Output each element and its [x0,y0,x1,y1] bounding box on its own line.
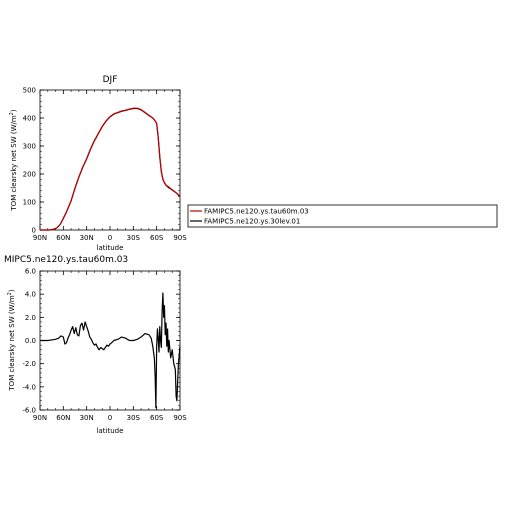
top-y-tick-label: 200 [23,171,36,179]
bottom-x-tick-label: 60S [150,414,164,422]
top-x-tick-label: 30S [127,234,141,242]
bottom-x-tick-label: 90S [173,414,187,422]
bottom-y-tick-label: 0.0 [25,337,36,345]
legend-entry-30lev: FAMIPC5.ne120.ys.30lev.01 [204,218,300,226]
top-x-tick-label: 90S [173,234,187,242]
bottom-y-tick-label: 2.0 [25,314,36,322]
bottom-x-tick-label: 90N [33,414,47,422]
top-chart-title: DJF [103,75,118,85]
top-y-tick-label: 400 [23,115,36,123]
bottom-plot-area: 90N 60N 30N 0 30S 60S 90S -6.0 -4.0 -2.0 0.0 2.0 4.0… [22,268,187,423]
top-y-axis-label: TOM clearsky net SW (W/m2) [9,109,18,211]
bottom-x-tick-label: 30S [127,414,141,422]
legend: FAMIPC5.ne120.ys.tau60m.03 FAMIPC5.ne120… [187,204,498,228]
bottom-chart-title: MIPC5.ne120.ys.tau60m.03 [4,255,128,265]
top-x-tick-label: 60N [56,234,70,242]
top-plot-area: 90N 60N 30N 0 30S 60S 90S 0 100 200 300 400 500 [23,87,188,243]
top-x-tick-label: 0 [108,234,112,242]
bottom-x-tick-label: 30N [80,414,94,422]
top-y-tick-label: 500 [23,87,36,95]
bottom-y-tick-label: -4.0 [22,383,36,391]
top-y-tick-label: 300 [23,143,36,151]
bottom-x-tick-label: 0 [108,414,112,422]
bottom-series-line-0 [40,292,181,409]
top-series-line-0 [40,107,181,231]
bottom-y-tick-label: -6.0 [22,407,36,415]
top-chart-djf: DJF 90N 60N 30N 0 30S 60S 90S0100200300400500 … [9,75,187,252]
top-x-tick-label: 30N [80,234,94,242]
top-x-tick-label: 90N [33,234,47,242]
legend-entry-tau60m: FAMIPC5.ne120.ys.tau60m.03 [204,208,309,216]
bottom-chart-difference: MIPC5.ne120.ys.tau60m.03 90N 60N 30N 0 30S 60… [4,255,187,435]
bottom-y-axis-label: TOM clearsky net SW (W/m2) [7,289,16,391]
bottom-y-tick-label: -2.0 [22,360,36,368]
top-y-tick-label: 100 [23,199,36,207]
top-x-axis-label: latitude [97,244,124,252]
bottom-x-axis-label: latitude [97,427,124,435]
top-series-line-1 [40,107,181,231]
bottom-y-tick-label: 4.0 [25,291,36,299]
top-y-tick-label: 0 [32,227,36,235]
top-x-tick-label: 60S [150,234,164,242]
legend-box [187,204,498,228]
bottom-x-tick-label: 60N [56,414,70,422]
bottom-y-tick-label: 6.0 [25,268,36,276]
top-plot-frame [39,89,181,231]
